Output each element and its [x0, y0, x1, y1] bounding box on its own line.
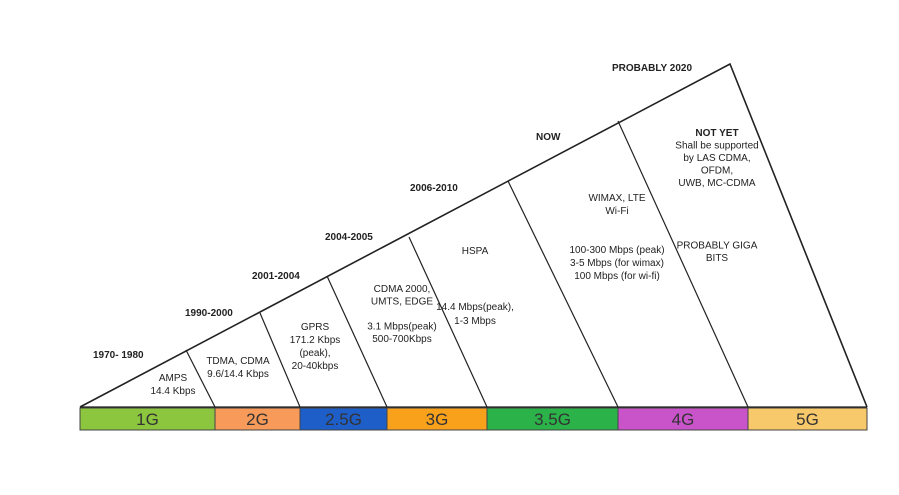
- era-years: 2004-2005: [325, 232, 373, 243]
- gen-bar-label: 2G: [246, 410, 269, 429]
- gen-bar-label: 5G: [796, 410, 819, 429]
- era-divider: [507, 180, 619, 408]
- era-years: 2001-2004: [252, 271, 300, 282]
- era-years: 1990-2000: [185, 308, 233, 319]
- gen-bar-label: 2.5G: [325, 410, 362, 429]
- era-description: WIMAX, LTE Wi-Fi 100-300 Mbps (peak) 3-5 M…: [569, 193, 664, 282]
- era-description: AMPS 14.4 Kbps: [150, 373, 195, 397]
- gen-bar-label: 4G: [672, 410, 695, 429]
- generation-labels: 1970- 1980 1990-2000 2001-2004 2004-2005 200…: [93, 63, 759, 397]
- era-description: CDMA 2000, UMTS, EDGE 3.1 Mbps(peak) 500-7…: [367, 284, 436, 345]
- era-description: TDMA, CDMA 9.6/14.4 Kbps: [206, 356, 270, 380]
- era-years: PROBABLY 2020: [612, 63, 692, 74]
- gen-bar-label: 3G: [426, 410, 449, 429]
- era-description: GPRS 171.2 Kbps (peak), 20-40kbps: [290, 322, 341, 372]
- era-divider: [408, 236, 488, 408]
- era-years: NOW: [536, 132, 561, 143]
- era-description: HSPA 14.4 Mbps(peak), 1-3 Mbps: [436, 246, 514, 327]
- timeline-triangle: [79, 62, 868, 408]
- era-divider: [326, 275, 388, 408]
- era-desc-title: NOT YET: [695, 128, 738, 139]
- era-divider: [185, 349, 216, 408]
- era-years: 1970- 1980: [93, 350, 144, 361]
- gen-bar-label: 3.5G: [534, 410, 571, 429]
- era-divider: [617, 120, 749, 408]
- era-description: Shall be supported by LAS CDMA, OFDM, UWB, …: [675, 141, 758, 265]
- triangle-outline: [79, 62, 868, 408]
- era-divider: [259, 312, 301, 408]
- gen-bar-5G: [747, 407, 868, 431]
- generation-bars: 1G 2G 2.5G 3G 3.5G 4G 5G: [79, 407, 868, 431]
- gen-bar-label: 1G: [136, 410, 159, 429]
- era-years: 2006-2010: [410, 183, 458, 194]
